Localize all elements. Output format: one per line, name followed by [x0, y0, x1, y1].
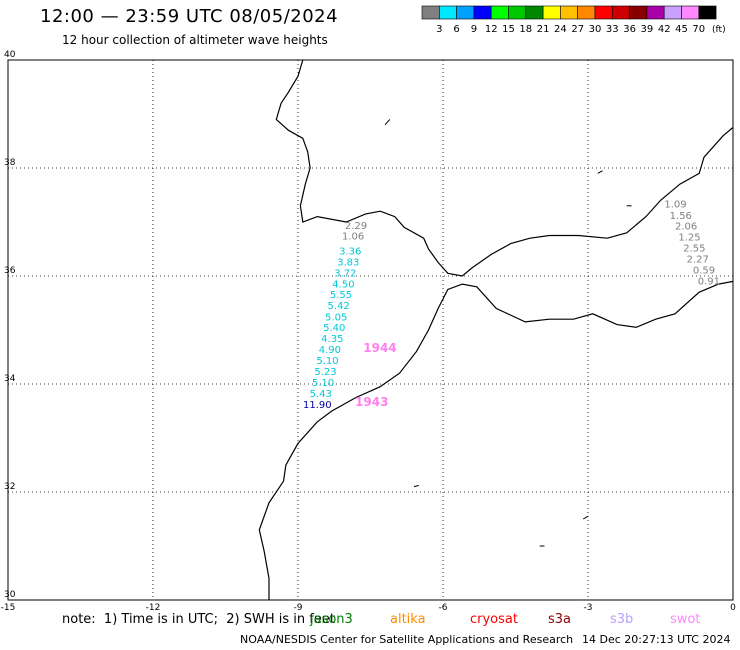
- colorbar-label: 39: [641, 24, 654, 35]
- lon-tick-label: -3: [584, 603, 593, 613]
- legend-altika: altika: [390, 612, 426, 627]
- wave-height-value: 2.55: [683, 244, 705, 255]
- wave-height-value: 5.40: [323, 323, 345, 334]
- colorbar-label: 9: [471, 24, 477, 35]
- wave-height-value: 4.90: [319, 345, 341, 356]
- lat-tick-label: 32: [4, 482, 15, 492]
- colorbar-label: 15: [502, 24, 515, 35]
- wave-height-value: 2.27: [687, 255, 709, 266]
- wave-height-value: 3.83: [337, 258, 359, 269]
- colorbar-label: 18: [519, 24, 532, 35]
- map-title: 12:00 — 23:59 UTC 08/05/2024: [40, 6, 339, 27]
- wave-height-value: 4.50: [332, 279, 354, 290]
- wave-height-value: 3.36: [339, 246, 361, 257]
- pass-time-label: 1943: [355, 395, 388, 409]
- colorbar-unit: (ft): [712, 25, 726, 35]
- colorbar-label: 45: [675, 24, 688, 35]
- coastline-fragment: [413, 485, 419, 488]
- lon-tick-label: -6: [439, 603, 448, 613]
- wave-height-value: 5.10: [316, 356, 338, 367]
- lat-tick-label: 36: [4, 266, 16, 276]
- colorbar-label: 27: [571, 24, 584, 35]
- wave-height-value: 5.05: [325, 312, 347, 323]
- colorbar-label: 21: [537, 24, 550, 35]
- legend-swot: swot: [670, 612, 701, 627]
- coastline-africa: [258, 280, 734, 600]
- colorbar-label: 12: [485, 24, 498, 35]
- map-frame: [7, 59, 734, 601]
- lon-tick-label: -15: [1, 603, 16, 613]
- wave-height-value: 2.29: [345, 221, 367, 232]
- lat-tick-label: 34: [4, 374, 16, 384]
- lat-tick-label: 40: [4, 50, 16, 60]
- units-note: note: 1) Time is in UTC; 2) SWH is in fe…: [62, 612, 335, 627]
- colorbar-label: 6: [453, 24, 459, 35]
- wave-height-value: 5.10: [312, 378, 334, 389]
- wave-height-value: 4.35: [321, 334, 343, 345]
- legend-cryosat: cryosat: [470, 612, 518, 627]
- colorbar-label: 24: [554, 24, 567, 35]
- footer-timestamp: 14 Dec 20:27:13 UTC 2024: [582, 633, 731, 646]
- map-subtitle: 12 hour collection of altimeter wave hei…: [62, 33, 328, 47]
- wave-height-value: 1.56: [670, 211, 692, 222]
- wave-height-value: 5.42: [327, 301, 349, 312]
- coastline-fragment: [597, 170, 603, 174]
- footer-credit: NOAA/NESDIS Center for Satellite Applica…: [240, 633, 574, 646]
- coastline-iberia: [275, 59, 734, 277]
- wave-height-value: 11.90: [303, 400, 332, 411]
- wave-height-value: 5.43: [310, 389, 332, 400]
- colorbar-swatch: [698, 5, 717, 20]
- wave-height-value: 1.25: [678, 232, 700, 243]
- lon-tick-label: -12: [146, 603, 161, 613]
- colorbar-label: 3: [436, 24, 442, 35]
- colorbar-label: 30: [589, 24, 602, 35]
- wave-height-value: 1.06: [342, 231, 364, 242]
- wave-height-value: 5.23: [314, 367, 336, 378]
- legend-jason3: jason3: [310, 612, 353, 627]
- lat-tick-label: 38: [4, 158, 16, 168]
- pass-time-label: 1944: [363, 341, 396, 355]
- wave-height-value: 0.59: [693, 265, 715, 276]
- wave-height-value: 5.55: [330, 290, 352, 301]
- colorbar-label: 42: [658, 24, 671, 35]
- wave-height-value: 1.09: [664, 199, 686, 210]
- coastline-fragment: [582, 515, 589, 520]
- wave-height-value: 0.91: [698, 277, 720, 288]
- wave-height-value: 3.72: [334, 269, 356, 280]
- colorbar-label: 33: [606, 24, 619, 35]
- legend-s3b: s3b: [610, 612, 634, 627]
- lon-tick-label: 0: [730, 603, 736, 613]
- lon-tick-label: -9: [294, 603, 303, 613]
- wave-height-value: 2.06: [675, 222, 697, 233]
- colorbar-label: 36: [623, 24, 636, 35]
- colorbar-label: 70: [692, 24, 705, 35]
- coastline-fragment: [384, 119, 391, 126]
- colorbar: 3 6 9 12 15 18 21 24 27 30 33 36 39 42 45 70 (ft): [421, 5, 726, 35]
- legend-s3a: s3a: [548, 612, 572, 627]
- lat-tick-label: 30: [4, 590, 16, 600]
